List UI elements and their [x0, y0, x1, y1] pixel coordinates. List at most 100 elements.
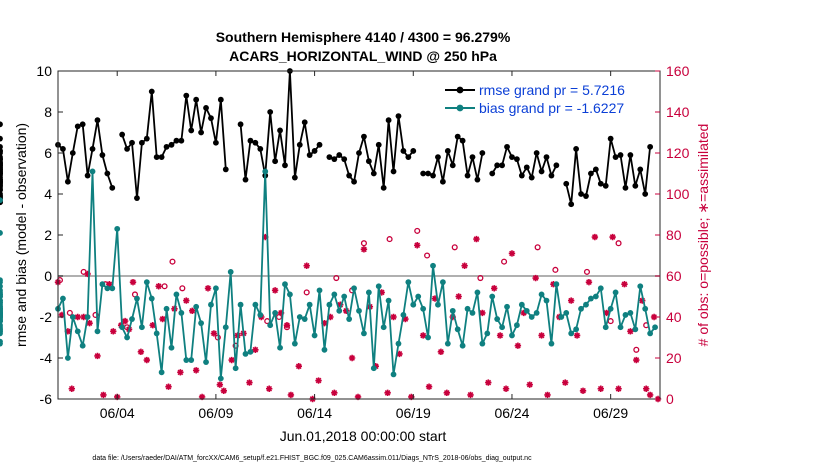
bias-point — [583, 301, 589, 308]
rmse-point — [336, 152, 343, 158]
bias-point — [153, 330, 160, 337]
obs-possible-marker — [615, 240, 622, 247]
bias-point — [385, 297, 392, 304]
obs-assimilated-marker — [621, 281, 628, 288]
bias-point — [588, 295, 594, 302]
obs-assimilated-marker — [609, 233, 616, 241]
rmse-point — [405, 154, 412, 161]
rmse-point — [533, 150, 540, 156]
obs-assimilated-marker — [64, 328, 72, 335]
rmse-point — [523, 164, 530, 171]
rmse-point — [109, 184, 116, 191]
obs-assimilated-marker — [408, 393, 415, 401]
obs-assimilated-marker — [615, 385, 622, 392]
rmse-point — [143, 135, 150, 142]
y-right-tick-label: 40 — [666, 309, 682, 325]
obs-assimilated-marker — [431, 295, 439, 302]
obs-assimilated-marker — [627, 328, 634, 335]
obs-assimilated-marker — [210, 330, 218, 337]
bias-point — [277, 344, 283, 351]
obs-assimilated-marker — [567, 297, 575, 304]
bias-point — [79, 342, 86, 349]
y-left-tick-label: 8 — [44, 104, 52, 120]
bias-point — [494, 316, 501, 322]
x-axis-label: Jun.01,2018 00:00:00 start — [280, 428, 447, 444]
obs-possible-marker — [303, 289, 310, 296]
bias-point — [523, 307, 530, 314]
bias-point — [272, 310, 279, 316]
bias-point — [114, 225, 121, 232]
bias-point — [578, 305, 584, 312]
rmse-point — [607, 135, 614, 142]
obs-assimilated-marker — [473, 235, 480, 243]
obs-assimilated-marker — [508, 250, 516, 257]
bias-point — [607, 305, 614, 312]
obs-assimilated-marker — [283, 322, 291, 329]
bias-point — [208, 301, 214, 308]
y-left-tick-label: 10 — [36, 63, 52, 79]
rmse-point — [104, 170, 111, 177]
obs-possible-marker — [169, 258, 176, 265]
rmse-point — [410, 148, 417, 154]
bias-point — [64, 355, 71, 361]
obs-assimilated-marker — [514, 342, 522, 349]
rmse-point — [390, 168, 397, 175]
bias-point — [642, 305, 649, 312]
obs-assimilated-marker — [121, 317, 129, 325]
rmse-point — [509, 154, 515, 161]
obs-assimilated-marker — [579, 387, 587, 394]
rmse-point — [430, 172, 436, 179]
obs-assimilated-marker — [86, 319, 93, 327]
rmse-point — [365, 158, 372, 165]
y-right-tick-label: 160 — [666, 63, 690, 79]
rmse-point — [64, 178, 71, 185]
y-left-axis-label: rmse and bias (model - observation) — [13, 123, 29, 347]
bias-point — [331, 291, 338, 298]
obs-assimilated-marker — [396, 350, 403, 358]
bias-point — [242, 351, 249, 357]
obs-assimilated-marker — [467, 391, 474, 399]
rmse-point — [602, 182, 609, 189]
obs-assimilated-marker — [585, 278, 593, 286]
obs-assimilated-marker — [520, 309, 528, 317]
rmse-point — [237, 121, 244, 128]
obs-assimilated-marker — [327, 313, 334, 321]
obs-possible-marker — [424, 252, 431, 259]
x-tick-label: 06/04 — [100, 405, 135, 421]
obs-assimilated-marker — [502, 385, 510, 392]
y-right-tick-label: 80 — [666, 227, 682, 243]
obs-possible-marker — [552, 266, 559, 273]
bias-point — [0, 326, 3, 333]
rmse-point — [242, 176, 249, 183]
obs-assimilated-marker — [155, 283, 162, 290]
legend-bias-marker — [456, 104, 464, 112]
rmse-series — [0, 68, 654, 208]
obs-assimilated-marker — [342, 307, 350, 315]
bias-point — [217, 375, 224, 382]
bias-point — [321, 346, 328, 353]
bias-point — [257, 312, 264, 318]
rmse-point — [217, 96, 224, 103]
bias-point — [129, 316, 135, 322]
bias-point — [213, 285, 219, 292]
obs-assimilated-marker — [165, 383, 172, 390]
obs-assimilated-marker — [639, 297, 646, 304]
obs-assimilated-marker — [642, 385, 650, 392]
obs-assimilated-marker — [378, 289, 385, 296]
rmse-point — [134, 195, 140, 202]
rmse-point — [346, 172, 353, 179]
obs-assimilated-marker — [110, 328, 117, 335]
obs-assimilated-marker — [315, 377, 322, 384]
obs-assimilated-marker — [303, 262, 310, 269]
bias-point — [306, 301, 313, 308]
rmse-point — [622, 184, 629, 191]
rmse-point — [548, 172, 555, 179]
bias-point — [617, 324, 624, 331]
obs-assimilated-marker — [159, 315, 166, 323]
obs-possible-marker — [161, 283, 168, 290]
bias-point — [237, 301, 244, 308]
bias-point — [652, 324, 658, 331]
rmse-point — [138, 139, 145, 146]
obs-possible-marker — [92, 311, 99, 319]
x-tick-label: 06/24 — [494, 405, 529, 421]
